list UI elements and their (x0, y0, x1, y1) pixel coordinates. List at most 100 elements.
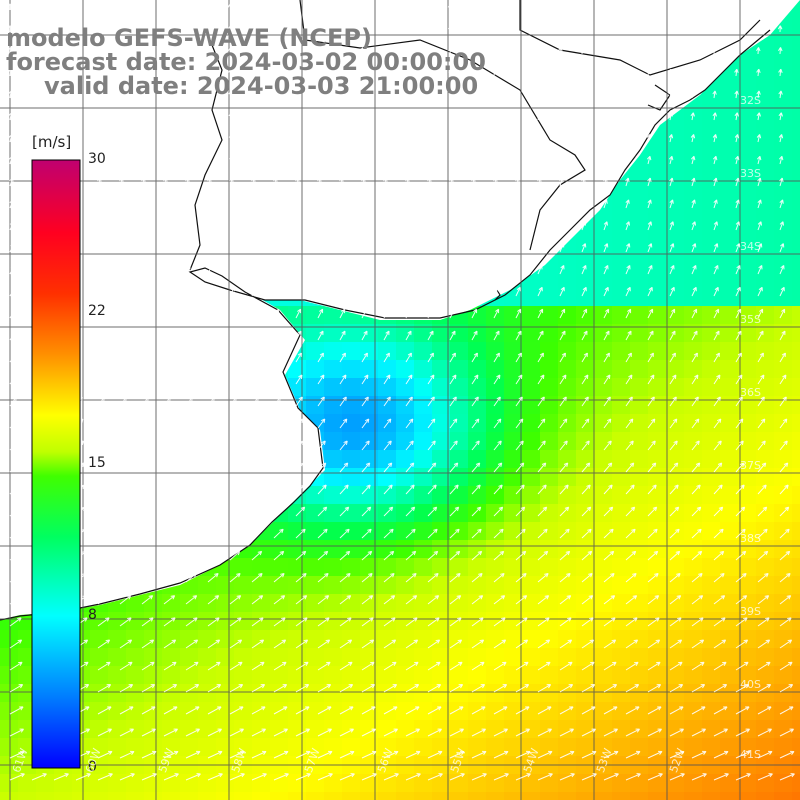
wind-arrow (646, 68, 651, 77)
wind-arrow (339, 773, 355, 781)
wind-arrow (603, 484, 613, 495)
field-cell (450, 792, 468, 800)
field-cell (252, 666, 270, 684)
field-cell (756, 108, 774, 126)
wind-arrow (603, 330, 610, 341)
field-cell (198, 630, 216, 648)
wind-arrow (449, 506, 460, 517)
field-cell (414, 450, 432, 468)
field-cell (558, 630, 576, 648)
field-cell (432, 648, 450, 666)
field-cell (738, 144, 756, 162)
wind-arrow (163, 706, 178, 715)
wind-arrow (469, 3, 475, 11)
wind-arrow (229, 684, 244, 693)
wind-arrow (471, 286, 477, 297)
field-cell (612, 684, 630, 702)
wind-arrow (317, 639, 331, 649)
field-cell (486, 648, 504, 666)
wind-arrow (405, 484, 415, 495)
wind-arrow (624, 134, 630, 143)
field-cell (612, 666, 630, 684)
wind-arrow (690, 134, 696, 143)
wind-arrow (97, 595, 110, 605)
wind-arrow (273, 199, 278, 209)
field-cell (792, 198, 800, 216)
field-cell (288, 738, 306, 756)
wind-arrow (52, 112, 57, 121)
wind-arrow (141, 684, 156, 693)
field-cell (684, 702, 702, 720)
wind-arrow (405, 418, 414, 429)
field-cell (630, 504, 648, 522)
field-cell (90, 738, 108, 756)
wind-arrow (119, 243, 125, 253)
wind-arrow (251, 706, 266, 715)
field-cell (648, 162, 666, 180)
wind-arrow (471, 374, 479, 385)
field-cell (288, 630, 306, 648)
wind-arrow (273, 617, 286, 627)
wind-arrow (119, 374, 127, 385)
wind-arrow (96, 90, 101, 99)
field-cell (504, 504, 522, 522)
field-cell (162, 684, 180, 702)
wind-arrow (669, 728, 684, 737)
field-cell (450, 540, 468, 558)
field-cell (594, 378, 612, 396)
wind-arrow (317, 728, 332, 737)
field-cell (558, 738, 576, 756)
field-cell (702, 270, 720, 288)
field-cell (684, 252, 702, 270)
wind-arrow (603, 528, 614, 539)
field-cell (648, 180, 666, 198)
wind-arrow (97, 330, 104, 341)
field-cell (630, 396, 648, 414)
field-cell (684, 432, 702, 450)
wind-arrow (514, 68, 519, 77)
field-cell (126, 648, 144, 666)
wind-arrow (491, 25, 497, 33)
wind-arrow (779, 462, 789, 473)
field-cell (792, 90, 800, 108)
wind-arrow (74, 47, 79, 55)
field-cell (324, 666, 342, 684)
field-cell (450, 666, 468, 684)
wind-arrow (97, 264, 103, 275)
wind-arrow (251, 550, 263, 561)
field-cell (666, 306, 684, 324)
wind-arrow (691, 750, 707, 759)
field-cell (0, 702, 18, 720)
wind-arrow (559, 243, 565, 253)
field-cell (126, 702, 144, 720)
field-cell (162, 594, 180, 612)
field-cell (540, 342, 558, 360)
lat-label: 33S (740, 167, 761, 180)
wind-arrow (163, 728, 178, 737)
wind-arrow (779, 550, 791, 561)
wind-arrow (185, 639, 199, 649)
field-cell (504, 522, 522, 540)
wind-arrow (448, 68, 453, 77)
field-cell (648, 252, 666, 270)
field-cell (576, 378, 594, 396)
field-cell (288, 576, 306, 594)
field-cell (306, 558, 324, 576)
field-cell (486, 666, 504, 684)
field-cell (342, 558, 360, 576)
field-cell (342, 612, 360, 630)
wind-arrow (559, 221, 565, 231)
wind-arrow (162, 155, 168, 165)
field-cell (666, 126, 684, 144)
wind-arrow (647, 308, 654, 319)
wind-arrow (735, 264, 741, 275)
field-cell (234, 594, 252, 612)
wind-arrow (185, 661, 199, 671)
field-cell (198, 792, 216, 800)
field-cell (396, 450, 414, 468)
wind-arrow (757, 330, 764, 341)
wind-arrow (383, 528, 394, 539)
wind-arrow (360, 47, 365, 55)
field-cell (522, 558, 540, 576)
wind-arrow (382, 112, 387, 121)
